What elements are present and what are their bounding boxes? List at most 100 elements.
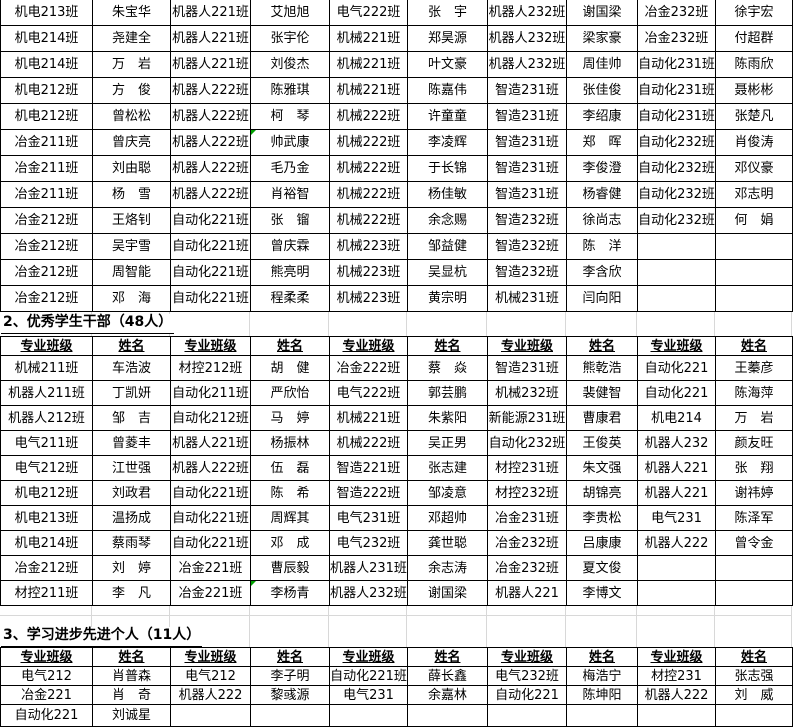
class-cell[interactable]: 材控232班 bbox=[488, 481, 567, 506]
class-cell[interactable]: 冶金222班 bbox=[330, 356, 408, 381]
header-cell[interactable]: 姓名 bbox=[408, 337, 488, 356]
class-cell[interactable]: 机器人222班 bbox=[171, 456, 251, 481]
student-name-cell[interactable]: 黎彧源 bbox=[251, 686, 330, 705]
student-name-cell[interactable]: 闫向阳 bbox=[567, 286, 638, 312]
class-cell[interactable]: 材控231 bbox=[638, 667, 716, 686]
student-name-cell[interactable]: 付超群 bbox=[716, 26, 793, 52]
student-name-cell[interactable]: 万 岩 bbox=[716, 406, 793, 431]
empty-cell[interactable] bbox=[638, 286, 716, 312]
class-cell[interactable]: 机器人221 bbox=[638, 456, 716, 481]
class-cell[interactable]: 自动化232班 bbox=[638, 130, 716, 156]
class-cell[interactable]: 机械223班 bbox=[330, 260, 408, 286]
class-cell[interactable]: 电气231 bbox=[638, 506, 716, 531]
student-name-cell[interactable]: 李含欣 bbox=[567, 260, 638, 286]
student-name-cell[interactable]: 李俊澄 bbox=[567, 156, 638, 182]
student-name-cell[interactable]: 杨振林 bbox=[251, 431, 330, 456]
class-cell[interactable]: 机器人221 bbox=[638, 481, 716, 506]
student-name-cell[interactable]: 黄宗明 bbox=[408, 286, 488, 312]
student-name-cell[interactable]: 徐宇宏 bbox=[716, 0, 793, 26]
class-cell[interactable]: 智造232班 bbox=[488, 260, 567, 286]
student-name-cell[interactable]: 刘诚星 bbox=[93, 705, 171, 727]
student-name-cell[interactable]: 聂彬彬 bbox=[716, 78, 793, 104]
class-cell[interactable]: 机电212班 bbox=[1, 481, 93, 506]
class-cell[interactable]: 冶金211班 bbox=[1, 130, 93, 156]
student-name-cell[interactable]: 曾令金 bbox=[716, 531, 793, 556]
class-cell[interactable]: 冶金231班 bbox=[488, 506, 567, 531]
class-cell[interactable]: 机器人221班 bbox=[171, 431, 251, 456]
header-cell[interactable]: 姓名 bbox=[716, 337, 793, 356]
student-name-cell[interactable]: 谢国梁 bbox=[567, 0, 638, 26]
student-name-cell[interactable]: 谢国梁 bbox=[408, 581, 488, 606]
class-cell[interactable]: 自动化212班 bbox=[171, 406, 251, 431]
class-cell[interactable]: 机器人222班 bbox=[171, 182, 251, 208]
student-name-cell[interactable]: 伍 磊 bbox=[251, 456, 330, 481]
class-cell[interactable]: 机电214班 bbox=[1, 52, 93, 78]
class-cell[interactable]: 机器人232 bbox=[638, 431, 716, 456]
student-name-cell[interactable]: 李 凡 bbox=[93, 581, 171, 606]
student-name-cell[interactable]: 尧建全 bbox=[93, 26, 171, 52]
class-cell[interactable]: 自动化221班 bbox=[171, 286, 251, 312]
class-cell[interactable]: 机电212班 bbox=[1, 104, 93, 130]
student-name-cell[interactable]: 李杨青 bbox=[251, 581, 330, 606]
header-cell[interactable]: 姓名 bbox=[716, 648, 793, 667]
class-cell[interactable]: 机器人231班 bbox=[330, 556, 408, 581]
class-cell[interactable]: 电气232班 bbox=[488, 667, 567, 686]
class-cell[interactable]: 自动化211班 bbox=[171, 381, 251, 406]
student-name-cell[interactable]: 何 娟 bbox=[716, 208, 793, 234]
class-cell[interactable]: 机电214 bbox=[638, 406, 716, 431]
student-name-cell[interactable]: 蔡 焱 bbox=[408, 356, 488, 381]
header-cell[interactable]: 专业班级 bbox=[638, 648, 716, 667]
student-name-cell[interactable]: 朱宝华 bbox=[93, 0, 171, 26]
class-cell[interactable]: 机器人222 bbox=[638, 686, 716, 705]
student-name-cell[interactable]: 周辉其 bbox=[251, 506, 330, 531]
class-cell[interactable]: 电气232班 bbox=[330, 531, 408, 556]
empty-cell[interactable] bbox=[488, 705, 567, 727]
student-name-cell[interactable]: 刘俊杰 bbox=[251, 52, 330, 78]
class-cell[interactable]: 冶金211班 bbox=[1, 182, 93, 208]
class-cell[interactable]: 机械221班 bbox=[330, 78, 408, 104]
empty-cell[interactable] bbox=[638, 260, 716, 286]
student-name-cell[interactable]: 余嘉林 bbox=[408, 686, 488, 705]
student-name-cell[interactable]: 吴显杭 bbox=[408, 260, 488, 286]
student-name-cell[interactable]: 丁凯妍 bbox=[93, 381, 171, 406]
student-name-cell[interactable]: 张佳俊 bbox=[567, 78, 638, 104]
student-name-cell[interactable]: 李子明 bbox=[251, 667, 330, 686]
student-name-cell[interactable]: 蔡雨琴 bbox=[93, 531, 171, 556]
student-name-cell[interactable]: 邓 海 bbox=[93, 286, 171, 312]
class-cell[interactable]: 机械221班 bbox=[330, 26, 408, 52]
header-cell[interactable]: 专业班级 bbox=[171, 648, 251, 667]
class-cell[interactable]: 自动化221 bbox=[638, 381, 716, 406]
student-name-cell[interactable]: 胡 健 bbox=[251, 356, 330, 381]
student-name-cell[interactable]: 张 宇 bbox=[408, 0, 488, 26]
student-name-cell[interactable]: 陈泽军 bbox=[716, 506, 793, 531]
class-cell[interactable]: 机器人221班 bbox=[171, 52, 251, 78]
empty-cell[interactable] bbox=[251, 705, 330, 727]
class-cell[interactable]: 机械222班 bbox=[330, 130, 408, 156]
header-cell[interactable]: 专业班级 bbox=[488, 648, 567, 667]
class-cell[interactable]: 机械221班 bbox=[330, 406, 408, 431]
header-cell[interactable]: 姓名 bbox=[93, 337, 171, 356]
class-cell[interactable]: 机电214班 bbox=[1, 26, 93, 52]
student-name-cell[interactable]: 邓超帅 bbox=[408, 506, 488, 531]
class-cell[interactable]: 机器人222 bbox=[171, 686, 251, 705]
class-cell[interactable]: 智造221班 bbox=[330, 456, 408, 481]
student-name-cell[interactable]: 王俊英 bbox=[567, 431, 638, 456]
class-cell[interactable]: 材控211班 bbox=[1, 581, 93, 606]
student-name-cell[interactable]: 曹辰毅 bbox=[251, 556, 330, 581]
empty-cell[interactable] bbox=[567, 705, 638, 727]
student-name-cell[interactable]: 周佳帅 bbox=[567, 52, 638, 78]
class-cell[interactable]: 智造231班 bbox=[488, 356, 567, 381]
class-cell[interactable]: 电气211班 bbox=[1, 431, 93, 456]
student-name-cell[interactable]: 颜友旺 bbox=[716, 431, 793, 456]
empty-cell[interactable] bbox=[638, 581, 716, 606]
empty-cell[interactable] bbox=[716, 234, 793, 260]
student-name-cell[interactable]: 陈坤阳 bbox=[567, 686, 638, 705]
class-cell[interactable]: 冶金221班 bbox=[171, 581, 251, 606]
student-name-cell[interactable]: 陈 希 bbox=[251, 481, 330, 506]
class-cell[interactable]: 冶金232班 bbox=[638, 26, 716, 52]
class-cell[interactable]: 电气222班 bbox=[330, 0, 408, 26]
class-cell[interactable]: 机器人232班 bbox=[488, 0, 567, 26]
student-name-cell[interactable]: 张志建 bbox=[408, 456, 488, 481]
header-cell[interactable]: 姓名 bbox=[93, 648, 171, 667]
student-name-cell[interactable]: 龚世聪 bbox=[408, 531, 488, 556]
